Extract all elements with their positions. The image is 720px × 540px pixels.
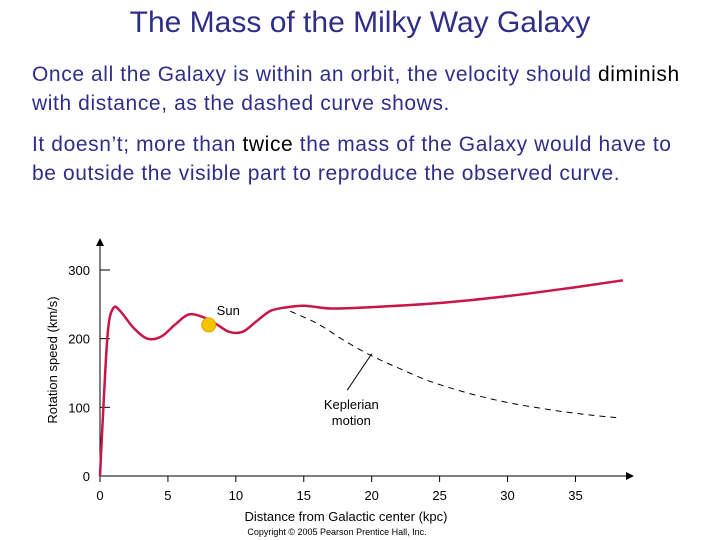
observed-rotation-curve: [98, 279, 624, 477]
keplerian-dashed-curve: [289, 310, 617, 419]
p2-text-a: It doesn’t; more than: [32, 133, 243, 156]
x-tick-label: 10: [229, 488, 243, 503]
x-tick-label: 20: [364, 488, 378, 503]
axis-ticks: 0 5 10 15 20 25 30 35 0 100 200 300: [68, 263, 582, 503]
y-tick-label: 300: [68, 263, 90, 278]
p1-emphasis: diminish: [597, 63, 680, 86]
paragraph-dark-matter: It doesn’t; more than twice the mass of …: [32, 130, 702, 188]
x-axis-label: Distance from Galactic center (kpc): [244, 509, 447, 524]
p2-text-b: the mass of the Galaxy would have to be …: [32, 133, 672, 185]
p1-text-a: Once all the Galaxy is within an orbit, …: [32, 63, 598, 86]
x-tick-label: 5: [164, 488, 171, 503]
x-tick-label: 15: [297, 488, 311, 503]
p2-emphasis: twice: [242, 133, 294, 156]
sun-label: Sun: [217, 303, 240, 318]
keplerian-label-line1: Keplerian: [324, 397, 379, 412]
y-axis-label: Rotation speed (km/s): [45, 296, 60, 423]
sun-marker: [201, 317, 217, 333]
p1-text-b: with distance, as the dashed curve shows…: [32, 92, 450, 115]
x-tick-label: 35: [568, 488, 582, 503]
keplerian-leader-line: [346, 353, 373, 391]
y-tick-label: 0: [83, 469, 90, 484]
paragraph-keplerian: Once all the Galaxy is within an orbit, …: [32, 60, 702, 118]
x-tick-label: 25: [432, 488, 446, 503]
x-tick-label: 0: [96, 488, 103, 503]
copyright-notice: Copyright © 2005 Pearson Prentice Hall, …: [247, 527, 426, 537]
slide-title: The Mass of the Milky Way Galaxy: [129, 6, 591, 39]
y-tick-label: 200: [68, 332, 90, 347]
x-tick-label: 30: [500, 488, 514, 503]
keplerian-label-line2: motion: [332, 413, 371, 428]
y-tick-label: 100: [68, 400, 90, 415]
rotation-curve-chart: 0 5 10 15 20 25 30 35 0 100 200 300 Sun Keplerian m…: [45, 238, 634, 537]
